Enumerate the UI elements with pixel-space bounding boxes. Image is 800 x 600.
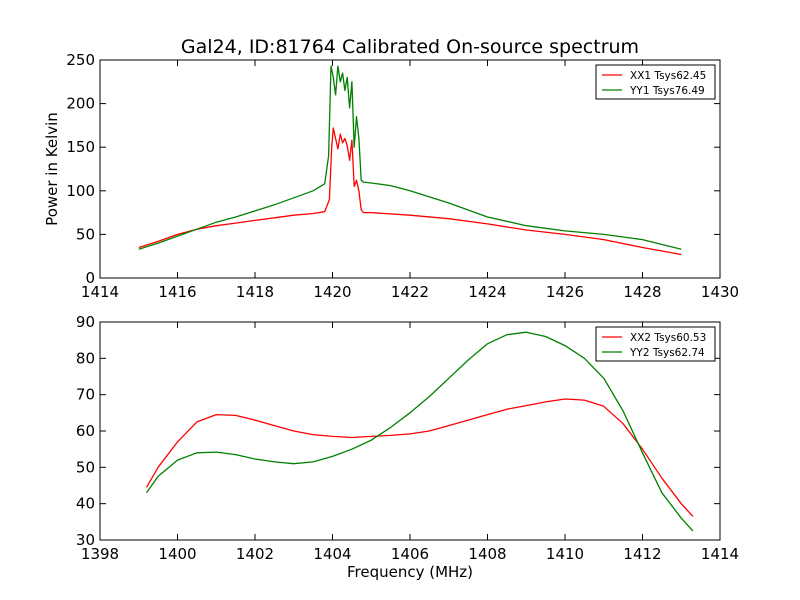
- x-tick-label: 1430: [701, 283, 739, 301]
- subplot-1: 1414 1416 1418 1420 1422 1424 1426 1428 1430 0 50 1…: [43, 51, 739, 301]
- x-tick-label: 1426: [546, 283, 584, 301]
- subplot-2: 1398 1400 1402 1404 1406 1408 1410 1412 1414 30 40…: [76, 313, 739, 563]
- y-tick-label: 30: [76, 531, 95, 549]
- y-axis-label: Power in Kelvin: [43, 112, 61, 226]
- y-tick-label: 90: [76, 313, 95, 331]
- x-tick-label: 1414: [701, 545, 739, 563]
- y-tick-label: 0: [85, 269, 95, 287]
- legend-label: XX1 Tsys62.45: [630, 70, 706, 82]
- series-line-2: [138, 65, 682, 250]
- x-tick-label: 1428: [623, 283, 661, 301]
- x-tick-label: 1412: [623, 545, 661, 563]
- y-tick-label: 40: [76, 495, 95, 513]
- x-tick-label: 1400: [158, 545, 196, 563]
- legend-label: YY1 Tsys76.49: [629, 85, 705, 97]
- x-tick-label: 1406: [391, 545, 429, 563]
- legend-box: [595, 64, 716, 100]
- y-tick-label: 250: [66, 51, 95, 69]
- x-tick-label: 1414: [81, 283, 119, 301]
- y-tick-label: 60: [76, 422, 95, 440]
- legend-label: YY2 Tsys62.74: [629, 347, 705, 359]
- y-tick-label: 50: [76, 458, 95, 476]
- series-line-2: [145, 331, 694, 532]
- x-tick-label: 1422: [391, 283, 429, 301]
- y-tick-label: 100: [66, 182, 95, 200]
- x-tick-label: 1420: [313, 283, 351, 301]
- y-tick-label: 70: [76, 386, 95, 404]
- x-tick-label: 1424: [468, 283, 506, 301]
- x-axis-label: Frequency (MHz): [347, 563, 473, 581]
- legend-label: XX2 Tsys60.53: [630, 332, 706, 344]
- y-tick-label: 200: [66, 95, 95, 113]
- x-tick-label: 1398: [81, 545, 119, 563]
- legend-box: [595, 326, 716, 362]
- y-tick-label: 80: [76, 349, 95, 367]
- x-tick-label: 1410: [546, 545, 584, 563]
- legend: XX2 Tsys60.53 YY2 Tsys62.74: [595, 326, 716, 362]
- series-line-1: [145, 398, 694, 517]
- y-tick-label: 150: [66, 138, 95, 156]
- y-tick-label: 50: [76, 225, 95, 243]
- figure-title: Gal24, ID:81764 Calibrated On-source spe…: [181, 36, 639, 58]
- series-line-1: [138, 127, 682, 256]
- x-tick-label: 1416: [158, 283, 196, 301]
- legend: XX1 Tsys62.45 YY1 Tsys76.49: [595, 64, 716, 100]
- subplots: 1414 1416 1418 1420 1422 1424 1426 1428 14300501…: [43, 51, 739, 563]
- x-tick-label: 1408: [468, 545, 506, 563]
- x-tick-label: 1418: [236, 283, 274, 301]
- x-tick-label: 1402: [236, 545, 274, 563]
- x-tick-label: 1404: [313, 545, 351, 563]
